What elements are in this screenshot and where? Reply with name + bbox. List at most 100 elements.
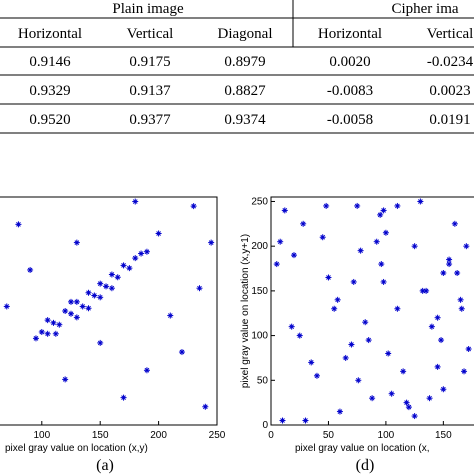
point bbox=[434, 363, 441, 370]
point-stroke bbox=[412, 243, 417, 249]
point bbox=[3, 303, 10, 310]
x-axis-label: pixel gray value on location (x, bbox=[295, 443, 430, 454]
point bbox=[458, 305, 465, 312]
point bbox=[365, 337, 372, 344]
point-stroke bbox=[33, 336, 39, 341]
column-header: Vertical bbox=[127, 26, 174, 42]
point-stroke bbox=[378, 261, 384, 267]
point bbox=[108, 285, 115, 292]
point-stroke bbox=[300, 221, 306, 227]
point-stroke bbox=[335, 297, 340, 303]
point-stroke bbox=[132, 255, 138, 261]
point-stroke bbox=[127, 265, 132, 271]
column-header: Horizontal bbox=[18, 26, 82, 42]
point bbox=[108, 271, 115, 278]
point bbox=[308, 359, 315, 366]
y-tick-label: 0 bbox=[262, 420, 268, 431]
point bbox=[32, 335, 39, 342]
point bbox=[331, 305, 338, 312]
point-stroke bbox=[440, 270, 446, 276]
point-stroke bbox=[45, 331, 50, 337]
point-stroke bbox=[179, 349, 185, 355]
point bbox=[155, 230, 162, 237]
point bbox=[446, 261, 453, 268]
x-tick-label: 100 bbox=[33, 430, 50, 441]
point bbox=[97, 280, 104, 287]
point-stroke bbox=[97, 281, 103, 286]
point bbox=[454, 270, 461, 276]
point-stroke bbox=[320, 234, 326, 240]
column-header: Vertical bbox=[427, 26, 474, 42]
point bbox=[378, 261, 385, 268]
group-header: Plain image bbox=[112, 1, 184, 17]
point-stroke bbox=[274, 261, 280, 267]
point bbox=[62, 308, 69, 314]
point-stroke bbox=[459, 306, 465, 312]
table-cell: -0.0058 bbox=[327, 112, 373, 128]
point-stroke bbox=[156, 231, 161, 236]
point-stroke bbox=[115, 274, 121, 280]
point bbox=[132, 198, 139, 205]
point-stroke bbox=[331, 306, 337, 312]
point-stroke bbox=[109, 272, 115, 277]
table-cell: 0.9377 bbox=[129, 112, 171, 128]
point bbox=[132, 255, 139, 262]
point bbox=[114, 274, 121, 281]
point-stroke bbox=[56, 322, 62, 328]
figure-caption: (d) bbox=[356, 457, 375, 474]
point bbox=[348, 341, 355, 348]
point-stroke bbox=[366, 337, 372, 343]
point bbox=[50, 319, 57, 326]
point-stroke bbox=[121, 263, 126, 268]
point-stroke bbox=[355, 377, 361, 383]
point bbox=[440, 386, 447, 393]
point bbox=[428, 323, 435, 330]
point-stroke bbox=[362, 319, 368, 325]
point-stroke bbox=[97, 294, 103, 300]
point-stroke bbox=[412, 413, 417, 419]
point-stroke bbox=[138, 251, 144, 256]
point-stroke bbox=[144, 249, 150, 255]
point bbox=[68, 310, 74, 317]
table-cell: 0.8827 bbox=[224, 83, 266, 99]
point-stroke bbox=[404, 400, 409, 406]
point bbox=[411, 243, 418, 250]
point bbox=[377, 211, 384, 218]
point bbox=[178, 349, 185, 356]
point bbox=[202, 403, 209, 410]
point-stroke bbox=[45, 317, 50, 323]
point-stroke bbox=[395, 203, 400, 209]
point-stroke bbox=[389, 391, 395, 397]
point bbox=[97, 339, 104, 346]
point bbox=[273, 261, 280, 268]
point bbox=[44, 330, 51, 337]
point bbox=[394, 305, 401, 312]
point-stroke bbox=[303, 418, 308, 423]
point bbox=[325, 274, 332, 281]
table-cell: 0.8979 bbox=[224, 54, 265, 70]
point-stroke bbox=[16, 222, 21, 227]
point-stroke bbox=[435, 364, 440, 370]
point bbox=[440, 270, 447, 276]
group-header: Cipher ima bbox=[391, 1, 458, 17]
point bbox=[342, 354, 349, 361]
point-stroke bbox=[92, 293, 97, 298]
point-stroke bbox=[308, 360, 314, 365]
table-cell: 0.9520 bbox=[29, 112, 70, 128]
point bbox=[56, 321, 63, 328]
point-stroke bbox=[400, 368, 406, 374]
point bbox=[27, 266, 34, 273]
point-stroke bbox=[74, 240, 80, 245]
point bbox=[438, 337, 445, 344]
point-stroke bbox=[381, 279, 386, 285]
point-stroke bbox=[454, 270, 460, 276]
x-tick-label: 150 bbox=[435, 430, 452, 441]
point bbox=[281, 207, 288, 214]
x-tick-label: 250 bbox=[209, 430, 226, 441]
point bbox=[143, 248, 150, 255]
point-stroke bbox=[418, 199, 423, 204]
point bbox=[126, 265, 133, 272]
point-stroke bbox=[314, 373, 320, 379]
point bbox=[73, 298, 80, 305]
point bbox=[73, 314, 80, 321]
